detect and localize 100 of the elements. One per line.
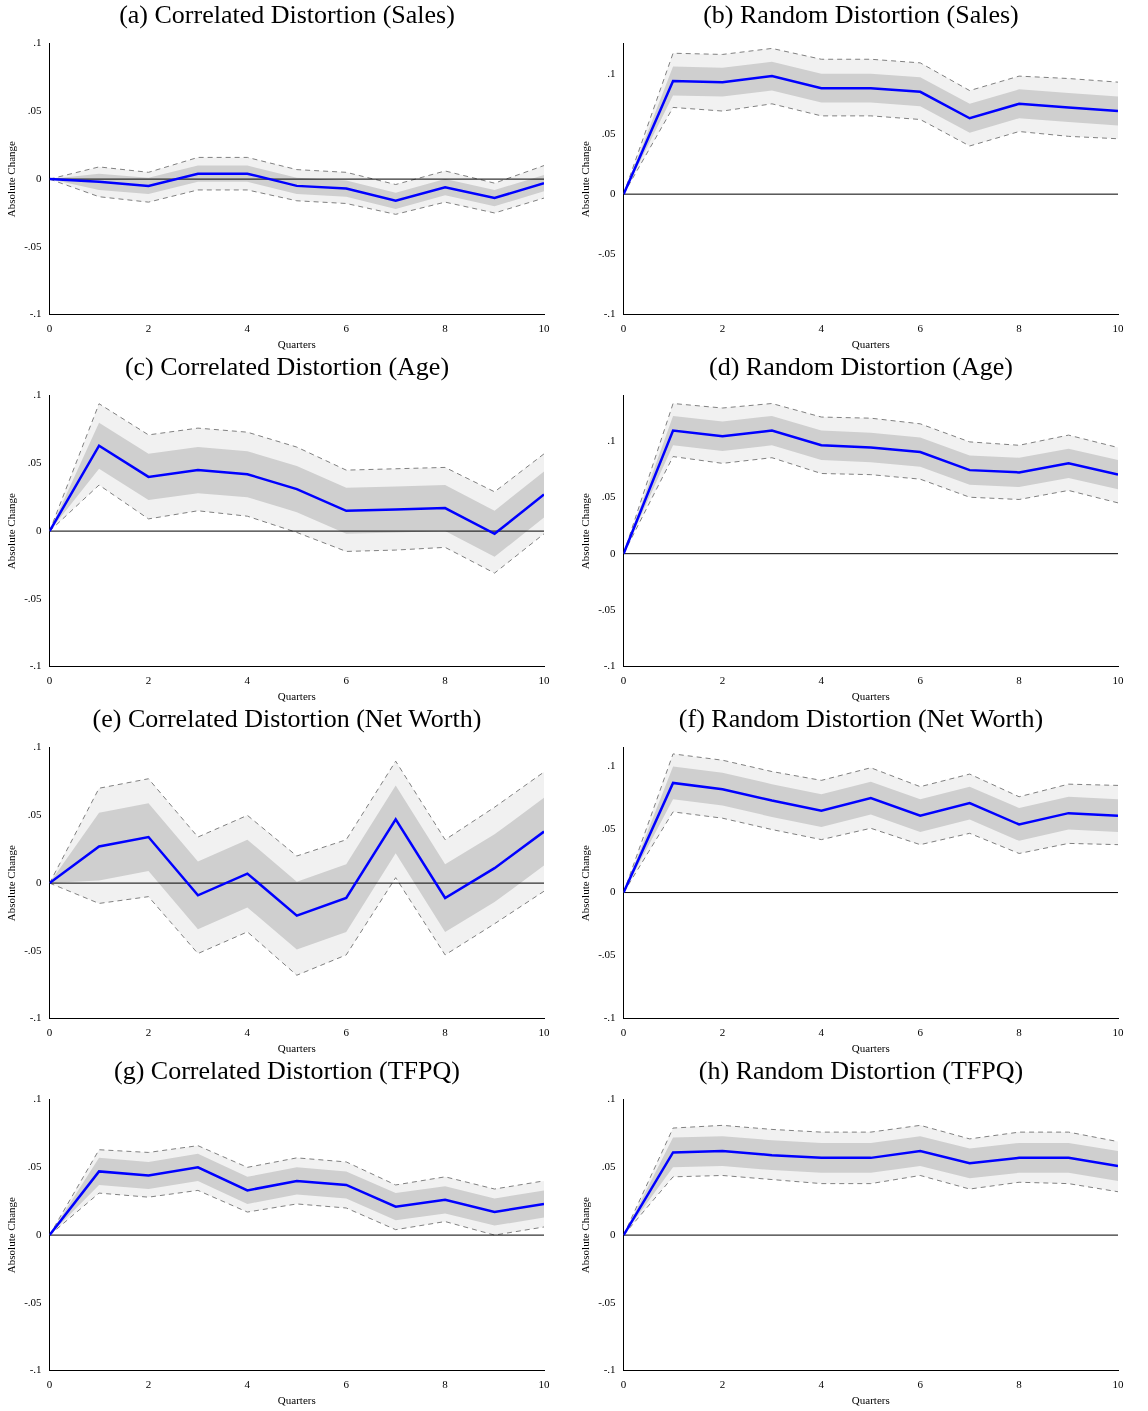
y-tick-label: -.05 <box>598 1295 617 1308</box>
x-tick-label: 8 <box>442 322 449 335</box>
x-tick-label: 10 <box>538 322 550 335</box>
y-tick-label: 0 <box>36 1227 43 1240</box>
y-tick-label: .1 <box>607 759 616 772</box>
chart-title: (a) Correlated Distortion (Sales) <box>118 0 456 31</box>
y-tick-label: .05 <box>601 126 617 139</box>
x-tick-label: 2 <box>719 1378 726 1391</box>
y-tick-label: -.05 <box>24 943 43 956</box>
y-tick-label: 0 <box>36 171 43 184</box>
x-tick-label: 4 <box>818 1378 825 1391</box>
chart-title: (d) Random Distortion (Age) <box>708 352 1014 383</box>
y-axis-title: Absolute Change <box>5 844 18 922</box>
x-tick-label: 4 <box>818 1026 825 1039</box>
y-tick-label: 0 <box>610 187 617 200</box>
x-tick-label: 10 <box>1112 1026 1124 1039</box>
y-tick-label: -.1 <box>29 659 42 672</box>
y-tick-label: .05 <box>27 808 43 821</box>
y-tick-label: .1 <box>33 740 42 753</box>
y-tick-label: 0 <box>36 875 43 888</box>
x-tick-label: 8 <box>1016 322 1023 335</box>
x-tick-label: 2 <box>719 1026 726 1039</box>
x-tick-label: 0 <box>46 674 53 687</box>
x-tick-label: 0 <box>46 1026 53 1039</box>
x-tick-label: 0 <box>46 1378 53 1391</box>
x-tick-label: 4 <box>244 322 251 335</box>
chart-title: (b) Random Distortion (Sales) <box>702 0 1020 31</box>
y-tick-label: 0 <box>36 523 43 536</box>
y-axis-title: Absolute Change <box>579 1196 592 1274</box>
x-tick-label: 8 <box>442 1378 449 1391</box>
y-tick-label: .1 <box>33 388 42 401</box>
y-tick-label: -.05 <box>598 603 617 616</box>
x-tick-label: 6 <box>917 1026 924 1039</box>
x-tick-label: 4 <box>244 674 251 687</box>
y-axis-title: Absolute Change <box>579 844 592 922</box>
y-tick-label: .1 <box>607 66 616 79</box>
x-tick-label: 10 <box>1112 1378 1124 1391</box>
y-tick-label: .05 <box>27 104 43 117</box>
y-axis-title: Absolute Change <box>579 140 592 218</box>
x-tick-label: 4 <box>818 322 825 335</box>
y-tick-label: .1 <box>607 1092 616 1105</box>
x-tick-label: 10 <box>538 1026 550 1039</box>
x-tick-label: 0 <box>620 1378 627 1391</box>
y-axis-title: Absolute Change <box>579 492 592 570</box>
x-tick-label: 6 <box>917 1378 924 1391</box>
x-tick-label: 8 <box>1016 1378 1023 1391</box>
x-tick-label: 4 <box>244 1378 251 1391</box>
y-tick-label: -.1 <box>29 1011 42 1024</box>
chart-title: (f) Random Distortion (Net Worth) <box>677 704 1045 735</box>
x-tick-label: 6 <box>343 322 350 335</box>
y-tick-label: -.1 <box>29 1363 42 1376</box>
y-axis-title: Absolute Change <box>5 140 18 218</box>
x-tick-label: 6 <box>917 322 924 335</box>
x-tick-label: 0 <box>620 322 627 335</box>
y-tick-label: 0 <box>610 885 617 898</box>
x-tick-label: 6 <box>917 674 924 687</box>
y-tick-label: -.1 <box>29 307 42 320</box>
y-tick-label: .05 <box>27 1160 43 1173</box>
x-axis-title: Quarters <box>851 1394 890 1407</box>
y-tick-label: 0 <box>610 1227 617 1240</box>
x-tick-label: 2 <box>145 1378 152 1391</box>
x-tick-label: 8 <box>442 674 449 687</box>
x-tick-label: 8 <box>442 1026 449 1039</box>
y-tick-label: .05 <box>601 490 617 503</box>
x-tick-label: 8 <box>1016 674 1023 687</box>
y-tick-label: .05 <box>27 456 43 469</box>
x-tick-label: 2 <box>719 322 726 335</box>
y-tick-label: .1 <box>33 1092 42 1105</box>
y-axis-title: Absolute Change <box>5 1196 18 1274</box>
y-tick-label: .1 <box>33 36 42 49</box>
y-tick-label: -.1 <box>603 1011 616 1024</box>
x-tick-label: 2 <box>719 674 726 687</box>
x-axis-title: Quarters <box>277 338 316 351</box>
y-tick-label: -.1 <box>603 659 616 672</box>
x-axis-title: Quarters <box>851 1042 890 1055</box>
x-tick-label: 6 <box>343 1026 350 1039</box>
y-tick-label: -.05 <box>24 239 43 252</box>
y-tick-label: .05 <box>601 822 617 835</box>
y-tick-label: -.05 <box>24 591 43 604</box>
y-tick-label: -.05 <box>24 1295 43 1308</box>
x-axis-title: Quarters <box>851 690 890 703</box>
chart-title: (g) Correlated Distortion (TFPQ) <box>113 1056 461 1087</box>
x-tick-label: 10 <box>538 674 550 687</box>
x-tick-label: 10 <box>1112 322 1124 335</box>
x-tick-label: 2 <box>145 322 152 335</box>
x-tick-label: 10 <box>1112 674 1124 687</box>
x-axis-title: Quarters <box>277 690 316 703</box>
y-tick-label: -.1 <box>603 1363 616 1376</box>
x-tick-label: 4 <box>244 1026 251 1039</box>
chart-title: (e) Correlated Distortion (Net Worth) <box>91 704 483 735</box>
y-axis-title: Absolute Change <box>5 492 18 570</box>
x-tick-label: 0 <box>620 1026 627 1039</box>
x-tick-label: 0 <box>46 322 53 335</box>
x-tick-label: 10 <box>538 1378 550 1391</box>
x-tick-label: 8 <box>1016 1026 1023 1039</box>
y-tick-label: .1 <box>607 433 616 446</box>
x-tick-label: 6 <box>343 674 350 687</box>
y-tick-label: .05 <box>601 1160 617 1173</box>
chart-title: (h) Random Distortion (TFPQ) <box>697 1056 1025 1087</box>
x-tick-label: 4 <box>818 674 825 687</box>
